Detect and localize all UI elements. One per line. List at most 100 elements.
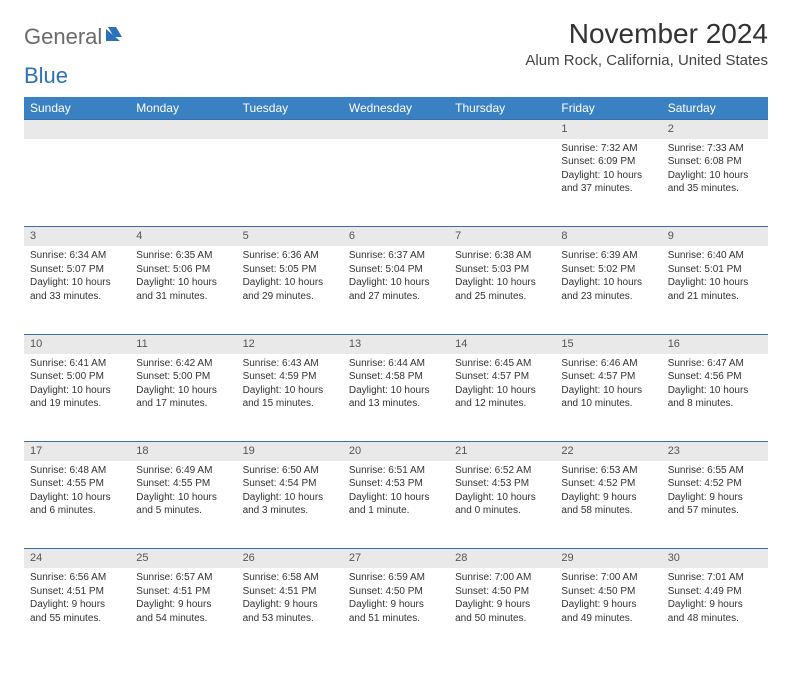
day-cell: Sunrise: 6:57 AMSunset: 4:51 PMDaylight:…: [130, 568, 236, 656]
sunset: Sunset: 4:51 PM: [30, 585, 124, 599]
day-number: 10: [24, 334, 130, 353]
weekday-header: Thursday: [449, 97, 555, 120]
calendar-document: General November 2024 Alum Rock, Califor…: [0, 0, 792, 674]
day-cell: Sunrise: 6:34 AMSunset: 5:07 PMDaylight:…: [24, 246, 130, 334]
daylight: Daylight: 10 hours and 1 minute.: [349, 491, 443, 518]
daylight: Daylight: 10 hours and 21 minutes.: [668, 276, 762, 303]
daynum-row: 3456789: [24, 227, 768, 246]
sunset: Sunset: 5:00 PM: [136, 370, 230, 384]
sunset: Sunset: 4:54 PM: [243, 477, 337, 491]
brand-second: Blue: [24, 63, 68, 89]
sunset: Sunset: 4:55 PM: [30, 477, 124, 491]
day-cell: Sunrise: 6:47 AMSunset: 4:56 PMDaylight:…: [662, 354, 768, 442]
day-number: 6: [343, 227, 449, 246]
title-block: November 2024 Alum Rock, California, Uni…: [525, 18, 768, 69]
day-number: 11: [130, 334, 236, 353]
info-row: Sunrise: 6:56 AMSunset: 4:51 PMDaylight:…: [24, 568, 768, 656]
daylight: Daylight: 10 hours and 23 minutes.: [561, 276, 655, 303]
daylight: Daylight: 10 hours and 25 minutes.: [455, 276, 549, 303]
day-number: [130, 120, 236, 139]
info-row: Sunrise: 6:48 AMSunset: 4:55 PMDaylight:…: [24, 461, 768, 549]
sunset: Sunset: 4:52 PM: [668, 477, 762, 491]
day-number: 15: [555, 334, 661, 353]
day-cell: [237, 139, 343, 227]
sunset: Sunset: 5:07 PM: [30, 263, 124, 277]
daylight: Daylight: 10 hours and 29 minutes.: [243, 276, 337, 303]
info-row: Sunrise: 6:41 AM Sunset: 5:00 PM Daylight:…: [24, 354, 768, 442]
sunrise: Sunrise: 6:38 AM: [455, 249, 549, 263]
daylight: Daylight: 10 hours and 31 minutes.: [136, 276, 230, 303]
sunrise: Sunrise: 6:44 AM: [349, 357, 443, 371]
day-number: 1: [555, 120, 661, 139]
weekday-header: Friday: [555, 97, 661, 120]
day-cell: Sunrise: 6:37 AMSunset: 5:04 PMDaylight:…: [343, 246, 449, 334]
calendar-body: 12Sunrise: 7:32 AMSunset: 6:09 PMDayligh…: [24, 120, 768, 657]
sunset: Sunset: 4:52 PM: [561, 477, 655, 491]
day-number: [24, 120, 130, 139]
day-number: 26: [237, 549, 343, 568]
sunset: Sunset: 5:02 PM: [561, 263, 655, 277]
day-cell: Sunrise: 7:00 AMSunset: 4:50 PMDaylight:…: [555, 568, 661, 656]
sunrise: Sunrise: 6:41 AM: [30, 357, 124, 371]
daylight: Daylight: 10 hours and 15 minutes.: [243, 384, 337, 411]
sunrise: Sunrise: 6:56 AM: [30, 571, 124, 585]
sunrise: Sunrise: 7:00 AM: [455, 571, 549, 585]
sunrise: Sunrise: 6:53 AM: [561, 464, 655, 478]
calendar-header: SundayMondayTuesdayWednesdayThursdayFrid…: [24, 97, 768, 120]
day-cell: Sunrise: 7:00 AMSunset: 4:50 PMDaylight:…: [449, 568, 555, 656]
sunset: Sunset: 4:50 PM: [561, 585, 655, 599]
brand-first: General: [24, 24, 102, 50]
day-number: 16: [662, 334, 768, 353]
sunset: Sunset: 6:09 PM: [561, 155, 655, 169]
day-number: 3: [24, 227, 130, 246]
sunrise: Sunrise: 6:57 AM: [136, 571, 230, 585]
day-number: 29: [555, 549, 661, 568]
day-cell: Sunrise: 7:01 AMSunset: 4:49 PMDaylight:…: [662, 568, 768, 656]
sunrise: Sunrise: 7:00 AM: [561, 571, 655, 585]
sunrise: Sunrise: 7:01 AM: [668, 571, 762, 585]
daynum-row: 12: [24, 120, 768, 139]
sunset: Sunset: 4:53 PM: [349, 477, 443, 491]
sunset: Sunset: 5:05 PM: [243, 263, 337, 277]
sunset: Sunset: 4:55 PM: [136, 477, 230, 491]
sunrise: Sunrise: 6:46 AM: [561, 357, 655, 371]
day-cell: Sunrise: 6:51 AMSunset: 4:53 PMDaylight:…: [343, 461, 449, 549]
sunset: Sunset: 5:06 PM: [136, 263, 230, 277]
page-title: November 2024: [525, 18, 768, 50]
sunrise: Sunrise: 6:49 AM: [136, 464, 230, 478]
day-cell: Sunrise: 7:33 AMSunset: 6:08 PMDaylight:…: [662, 139, 768, 227]
day-number: 25: [130, 549, 236, 568]
sunrise: Sunrise: 7:32 AM: [561, 142, 655, 156]
flag-icon: [106, 27, 126, 48]
daylight: Daylight: 9 hours and 57 minutes.: [668, 491, 762, 518]
sunset: Sunset: 4:58 PM: [349, 370, 443, 384]
sunrise: Sunrise: 6:37 AM: [349, 249, 443, 263]
day-number: 17: [24, 442, 130, 461]
day-cell: Sunrise: 6:52 AMSunset: 4:53 PMDaylight:…: [449, 461, 555, 549]
weekday-header: Sunday: [24, 97, 130, 120]
daylight: Daylight: 10 hours and 27 minutes.: [349, 276, 443, 303]
info-row: Sunrise: 7:32 AMSunset: 6:09 PMDaylight:…: [24, 139, 768, 227]
day-cell: Sunrise: 7:32 AMSunset: 6:09 PMDaylight:…: [555, 139, 661, 227]
weekday-header: Wednesday: [343, 97, 449, 120]
day-cell: [24, 139, 130, 227]
day-number: 27: [343, 549, 449, 568]
sunset: Sunset: 4:53 PM: [455, 477, 549, 491]
daylight: Daylight: 10 hours and 19 minutes.: [30, 384, 124, 411]
day-cell: Sunrise: 6:58 AMSunset: 4:51 PMDaylight:…: [237, 568, 343, 656]
day-cell: Sunrise: 6:49 AMSunset: 4:55 PMDaylight:…: [130, 461, 236, 549]
daynum-row: 24252627282930: [24, 549, 768, 568]
day-number: 24: [24, 549, 130, 568]
day-number: [237, 120, 343, 139]
sunrise: Sunrise: 6:45 AM: [455, 357, 549, 371]
day-number: 9: [662, 227, 768, 246]
daylight: Daylight: 10 hours and 3 minutes.: [243, 491, 337, 518]
day-cell: Sunrise: 6:44 AMSunset: 4:58 PMDaylight:…: [343, 354, 449, 442]
day-number: 21: [449, 442, 555, 461]
sunset: Sunset: 6:08 PM: [668, 155, 762, 169]
daynum-row: 17181920212223: [24, 442, 768, 461]
sunset: Sunset: 4:49 PM: [668, 585, 762, 599]
day-cell: Sunrise: 6:50 AMSunset: 4:54 PMDaylight:…: [237, 461, 343, 549]
daylight: Daylight: 10 hours and 10 minutes.: [561, 384, 655, 411]
day-cell: Sunrise: 6:38 AMSunset: 5:03 PMDaylight:…: [449, 246, 555, 334]
